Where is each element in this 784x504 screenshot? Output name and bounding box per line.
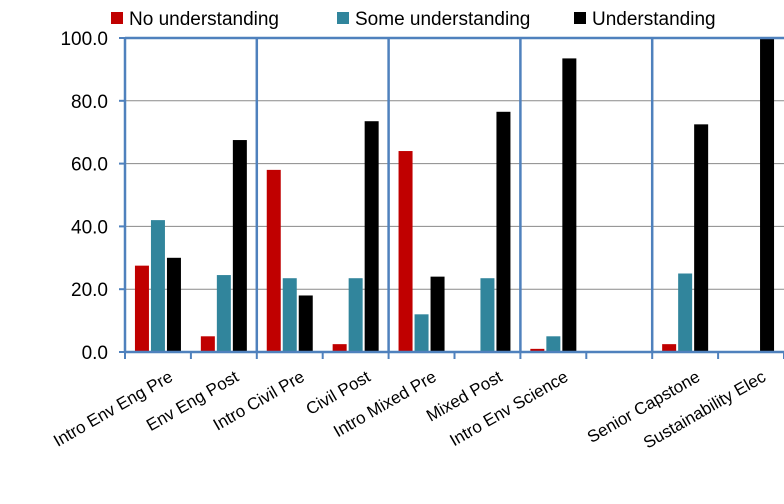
bar-some-understanding	[414, 314, 429, 352]
y-tick-label: 60.0	[71, 155, 108, 176]
bar-no-understanding	[398, 151, 413, 352]
bar-no-understanding	[662, 344, 677, 352]
bar-understanding	[562, 58, 577, 352]
bar-understanding	[430, 276, 445, 352]
y-axis-ticks: 0.0 20.0 40.0 60.0 80.0 100.0	[60, 29, 125, 364]
bar-no-understanding	[332, 344, 347, 352]
x-category-label: Intro Env Science	[446, 367, 571, 450]
plot-frame	[123, 36, 784, 359]
bar-some-understanding	[678, 273, 693, 352]
y-tick-label: 100.0	[60, 29, 108, 50]
x-category-label: Sustainability Elec	[640, 367, 769, 453]
bar-understanding	[232, 140, 247, 352]
legend-swatch	[574, 12, 586, 24]
bar-understanding	[364, 121, 379, 353]
bar-understanding	[166, 257, 181, 352]
legend-label: Understanding	[592, 9, 716, 30]
bar-some-understanding	[150, 220, 165, 352]
bar-no-understanding	[530, 348, 545, 352]
bar-no-understanding	[266, 169, 281, 352]
bar-some-understanding	[216, 275, 231, 352]
legend: No understanding Some understanding Unders…	[111, 9, 716, 30]
legend-label: Some understanding	[355, 9, 530, 30]
bar-no-understanding	[134, 265, 149, 352]
y-tick-label: 20.0	[71, 280, 108, 301]
bar-understanding	[760, 38, 775, 352]
legend-swatch	[111, 12, 123, 24]
legend-swatch	[337, 12, 349, 24]
bar-understanding	[694, 124, 709, 352]
bar-some-understanding	[282, 278, 297, 352]
bar-some-understanding	[348, 278, 363, 352]
bar-understanding	[298, 295, 313, 352]
bar-no-understanding	[200, 336, 215, 352]
bar-some-understanding	[546, 336, 561, 352]
y-tick-label: 40.0	[71, 217, 108, 238]
y-tick-label: 0.0	[82, 343, 108, 364]
bar-understanding	[496, 111, 511, 352]
bar-some-understanding	[480, 278, 495, 352]
y-tick-label: 80.0	[71, 92, 108, 113]
legend-label: No understanding	[129, 9, 279, 30]
bars	[134, 38, 775, 353]
x-category-label: Intro Env Eng Pre	[50, 367, 176, 451]
